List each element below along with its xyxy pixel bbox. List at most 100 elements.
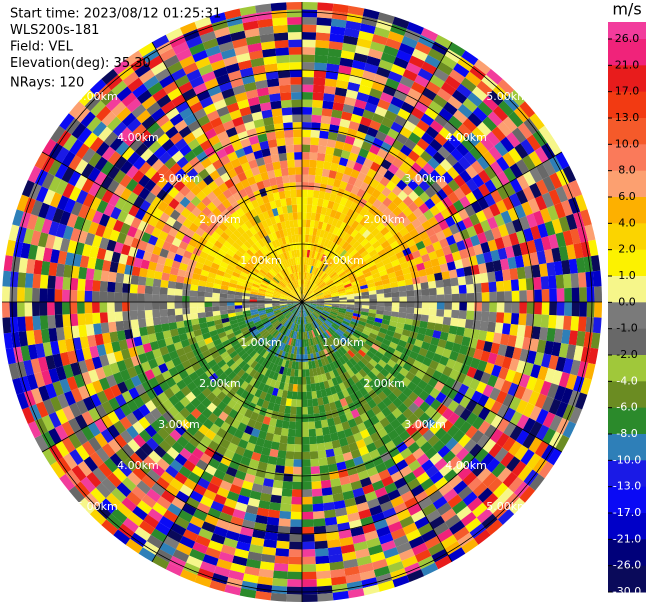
- gate: [443, 279, 451, 288]
- gate: [302, 167, 309, 175]
- gate: [282, 107, 293, 115]
- gate: [78, 267, 87, 279]
- gate: [154, 324, 163, 333]
- gate: [295, 160, 302, 168]
- gate: [297, 212, 302, 220]
- gate: [315, 541, 328, 549]
- gate: [347, 299, 355, 302]
- gate: [32, 274, 41, 288]
- gate: [302, 557, 316, 565]
- gate: [137, 293, 145, 302]
- gate: [287, 25, 302, 33]
- gate: [227, 298, 235, 302]
- gate: [288, 429, 295, 437]
- gate: [274, 32, 288, 41]
- gate: [503, 313, 511, 324]
- gate: [542, 289, 550, 302]
- gate: [116, 273, 125, 284]
- gate: [541, 276, 549, 289]
- gate: [302, 377, 306, 385]
- gate: [137, 302, 145, 311]
- gate: [167, 295, 175, 302]
- gate: [308, 175, 315, 183]
- gate: [296, 407, 302, 415]
- gate: [534, 289, 542, 302]
- gate: [302, 190, 308, 198]
- gate: [86, 268, 95, 280]
- gate: [146, 269, 155, 278]
- gate: [302, 47, 315, 55]
- gate: [519, 302, 527, 314]
- gate: [502, 323, 511, 335]
- gate: [542, 302, 550, 315]
- gate: [62, 277, 70, 290]
- gate: [267, 78, 279, 87]
- gate: [302, 242, 305, 250]
- gate: [268, 139, 278, 148]
- gate: [302, 17, 317, 25]
- gate: [302, 467, 311, 475]
- gate: [138, 276, 147, 285]
- gate: [302, 504, 313, 512]
- gate: [272, 17, 287, 26]
- gate: [308, 421, 315, 429]
- gate: [302, 407, 308, 415]
- gate: [318, 450, 327, 458]
- gate: [197, 297, 205, 302]
- gate: [480, 321, 489, 332]
- gate: [271, 10, 287, 19]
- overlay: 1.00km1.00km1.00km1.00km2.00km2.00km2.00…: [2, 2, 602, 602]
- gate: [310, 459, 319, 467]
- gate: [130, 319, 139, 329]
- gate: [275, 465, 285, 474]
- gate: [290, 77, 302, 85]
- gate: [10, 302, 18, 317]
- gate: [145, 286, 153, 295]
- gate: [115, 302, 123, 312]
- range-label: 4.00km: [445, 131, 487, 144]
- gate: [527, 302, 535, 314]
- gate: [62, 314, 70, 327]
- gate: [456, 268, 465, 278]
- range-label: 2.00km: [199, 377, 241, 390]
- gate: [302, 85, 313, 93]
- gate: [55, 276, 63, 289]
- gate: [572, 302, 580, 317]
- gate: [422, 302, 430, 309]
- gate: [190, 302, 198, 308]
- gate: [274, 563, 288, 572]
- gate: [295, 167, 302, 175]
- gate: [190, 307, 198, 313]
- gate: [197, 302, 205, 307]
- gate: [377, 293, 385, 298]
- gate: [175, 295, 183, 302]
- gate: [458, 276, 467, 285]
- gate: [313, 518, 325, 526]
- gate: [175, 315, 183, 322]
- gate: [377, 306, 385, 311]
- gate: [297, 205, 302, 213]
- gate: [153, 279, 161, 288]
- gate: [324, 154, 333, 163]
- gate: [325, 517, 337, 526]
- gate: [77, 290, 85, 302]
- gate: [302, 497, 313, 505]
- gate: [302, 482, 312, 490]
- gate: [92, 291, 100, 302]
- gate: [279, 443, 288, 451]
- gate: [152, 286, 160, 294]
- gate: [302, 92, 313, 100]
- range-label: 2.00km: [363, 377, 405, 390]
- gate: [593, 271, 602, 287]
- gate: [40, 315, 49, 329]
- gate: [290, 190, 296, 198]
- gate: [302, 512, 313, 520]
- gate: [511, 279, 519, 291]
- gate: [369, 302, 377, 306]
- range-label: 4.00km: [445, 459, 487, 472]
- range-label: 4.00km: [117, 459, 159, 472]
- gate: [277, 62, 290, 70]
- gate: [55, 302, 63, 315]
- gate: [317, 17, 332, 26]
- gate: [533, 314, 541, 327]
